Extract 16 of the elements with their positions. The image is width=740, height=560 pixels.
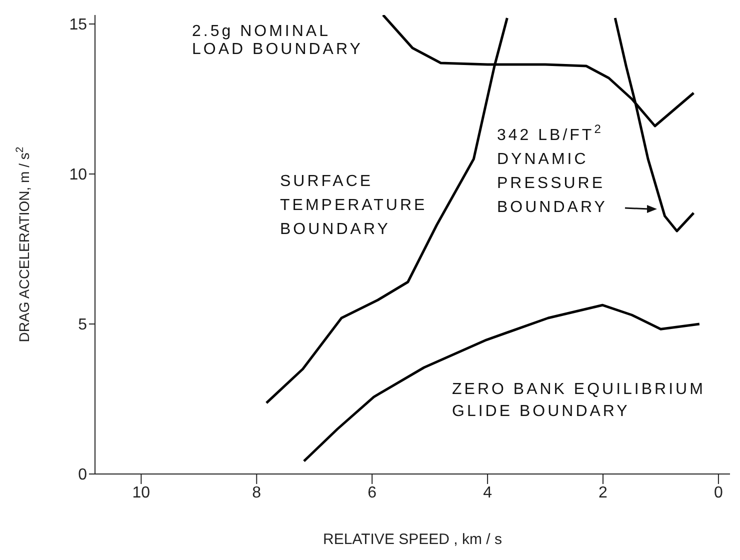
x-tick-label: 0 bbox=[714, 484, 723, 502]
annotation: ZERO BANK EQUILIBRIUM GLIDE BOUNDARY bbox=[452, 381, 706, 420]
x-tick-label: 2 bbox=[598, 484, 608, 502]
y-tick-label: 0 bbox=[78, 466, 88, 484]
x-axis-title: RELATIVE SPEED , km / s bbox=[323, 531, 502, 548]
x-tick-label: 8 bbox=[252, 484, 262, 502]
x-tick-label: 10 bbox=[132, 484, 150, 502]
x-tick-label: 6 bbox=[368, 484, 377, 502]
y-tick-label: 5 bbox=[78, 316, 88, 334]
text: 342 LB/FT$^{2}$ DYNAMIC PRESSURE BOUNDARY bbox=[497, 122, 608, 216]
line-series bbox=[302, 304, 701, 462]
annotation: SURFACE TEMPERATURE BOUNDARY bbox=[280, 173, 428, 238]
annotation: 2.5g NOMINAL LOAD BOUNDARY bbox=[192, 23, 363, 58]
y-tick-label: 10 bbox=[69, 166, 88, 184]
y-tick-label: 15 bbox=[69, 16, 88, 34]
x-tick-label: 4 bbox=[483, 484, 492, 502]
